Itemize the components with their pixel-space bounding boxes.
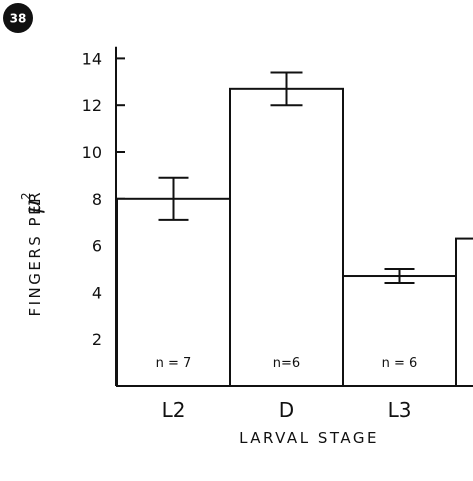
x-category-label: L2 xyxy=(162,398,186,422)
figure-number: 38 xyxy=(10,12,27,26)
sample-size-label: n = 7 xyxy=(156,356,192,371)
bar-1 xyxy=(229,87,344,387)
y-tick-label: 12 xyxy=(82,96,102,115)
x-category-label: D xyxy=(279,398,294,422)
bars: n = 7n=6n = 6n= 5 xyxy=(116,71,473,387)
error-bar-2 xyxy=(384,268,415,285)
y-tick-label: 8 xyxy=(92,190,102,209)
sample-size-label: n=6 xyxy=(273,356,300,371)
y-axis-title: FINGERS PER xyxy=(26,190,44,317)
y-tick-label: 6 xyxy=(92,237,102,256)
x-axis-title: LARVAL STAGE xyxy=(239,429,379,447)
figure-badge-circle xyxy=(3,3,33,33)
y-tick-label: 2 xyxy=(92,330,102,349)
y-tick-label: 10 xyxy=(82,143,102,162)
y-axis-unit-symbol: μ xyxy=(21,200,46,214)
y-tick-label: 4 xyxy=(92,283,102,302)
y-axis-unit: μ 2 xyxy=(19,192,46,214)
error-bar-0 xyxy=(158,176,189,221)
error-bar-1 xyxy=(270,71,303,107)
sample-size-label: n = 6 xyxy=(382,356,418,371)
y-axis-unit-exponent: 2 xyxy=(19,192,33,200)
figure-badge: 38 xyxy=(3,3,33,33)
y-tick-label: 14 xyxy=(82,49,102,68)
x-axis: L2DL3L4* xyxy=(116,385,473,422)
x-category-label: L3 xyxy=(388,398,412,422)
bar-3 xyxy=(455,237,473,387)
